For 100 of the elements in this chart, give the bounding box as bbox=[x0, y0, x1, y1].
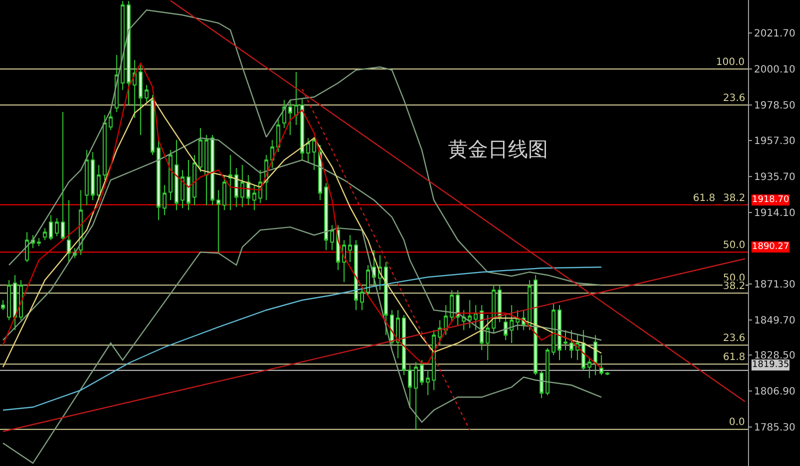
candlestick bbox=[593, 334, 598, 376]
candlestick bbox=[186, 160, 190, 211]
annotation: 23.6 bbox=[723, 333, 746, 344]
annotation: 38.2 bbox=[723, 281, 746, 292]
candlestick bbox=[132, 60, 137, 119]
ref-line-label: 1819.35 bbox=[752, 360, 790, 370]
candlestick bbox=[396, 310, 400, 359]
candlestick bbox=[24, 232, 29, 263]
line-series bbox=[2, 137, 602, 341]
y-tick-label: 1871.30 bbox=[754, 279, 796, 290]
candlestick bbox=[432, 330, 436, 391]
candlestick bbox=[180, 170, 184, 209]
candlestick bbox=[18, 280, 23, 321]
candlestick bbox=[528, 280, 532, 331]
y-tick-label: 1914.10 bbox=[754, 208, 796, 219]
candlestick bbox=[1, 300, 5, 311]
candlestick bbox=[294, 72, 298, 126]
ref-line-label: 1918.70 bbox=[752, 195, 790, 205]
candlestick bbox=[204, 134, 208, 206]
candlestick bbox=[12, 274, 17, 331]
candlestick bbox=[360, 284, 364, 311]
candlestick bbox=[288, 100, 292, 136]
candlestick bbox=[324, 182, 328, 251]
candlestick bbox=[192, 154, 196, 206]
candlestick bbox=[234, 168, 238, 208]
candlestick bbox=[174, 140, 178, 211]
y-tick-label: 1935.70 bbox=[754, 172, 796, 183]
candlestick bbox=[384, 262, 388, 336]
candlestick bbox=[60, 112, 65, 241]
candlestick bbox=[581, 330, 586, 371]
candlestick bbox=[150, 94, 155, 156]
candlestick bbox=[138, 64, 143, 136]
candlestick bbox=[474, 304, 478, 331]
annotation: 61.8 bbox=[693, 193, 716, 204]
candlestick bbox=[402, 314, 406, 376]
line-series bbox=[8, 9, 602, 286]
candlestick bbox=[587, 358, 592, 379]
candlestick bbox=[66, 200, 71, 263]
candlestick bbox=[438, 320, 442, 346]
candlestick bbox=[330, 224, 334, 251]
line-series bbox=[2, 226, 602, 464]
candlestick bbox=[516, 310, 520, 331]
annotation: 38.2 bbox=[723, 193, 746, 204]
candlestick bbox=[126, 0, 131, 106]
candlestick bbox=[564, 330, 568, 351]
candlestick bbox=[354, 240, 358, 311]
text: 黄金日线图 bbox=[448, 137, 548, 162]
candlestick bbox=[468, 300, 472, 329]
candlestick bbox=[444, 304, 448, 336]
candlestick bbox=[599, 354, 604, 376]
annotation: 23.6 bbox=[723, 93, 746, 104]
y-tick-label: 1849.70 bbox=[754, 315, 796, 326]
candlestick bbox=[156, 140, 161, 221]
candlestick bbox=[96, 164, 101, 201]
annotation: 61.8 bbox=[723, 352, 746, 363]
candlestick bbox=[108, 110, 113, 131]
ref-line-label: 1890.27 bbox=[752, 242, 790, 252]
candlestick bbox=[90, 152, 95, 201]
candlestick bbox=[7, 280, 11, 321]
candlestick bbox=[54, 218, 59, 237]
candlestick bbox=[540, 370, 544, 399]
candlestick bbox=[36, 238, 41, 247]
candlestick bbox=[240, 164, 244, 208]
candlestick bbox=[48, 214, 53, 241]
candlestick bbox=[162, 184, 167, 216]
candlestick bbox=[546, 348, 550, 396]
candlestick bbox=[348, 234, 352, 263]
candlestick bbox=[210, 134, 214, 206]
candlestick bbox=[534, 274, 538, 376]
candlestick bbox=[270, 140, 274, 169]
y-tick-label: 2000.10 bbox=[754, 64, 796, 76]
candlestick bbox=[222, 174, 226, 211]
line-series bbox=[2, 266, 602, 411]
candlestick bbox=[168, 150, 173, 201]
candlestick bbox=[504, 314, 508, 341]
annotation: 100.0 bbox=[716, 57, 745, 68]
y-tick-label: 2021.70 bbox=[754, 28, 796, 40]
candlestick bbox=[492, 284, 496, 334]
candlestick bbox=[408, 364, 412, 409]
candlestick bbox=[300, 98, 304, 161]
annotation: 50.0 bbox=[723, 240, 746, 251]
candlestick bbox=[558, 304, 562, 361]
y-tick-label: 1957.30 bbox=[754, 136, 796, 147]
candlestick bbox=[228, 154, 232, 211]
candlestick bbox=[84, 150, 89, 206]
candlestick bbox=[216, 190, 220, 253]
candlestick bbox=[144, 84, 149, 103]
y-tick-label: 1978.50 bbox=[754, 100, 796, 112]
candlestick bbox=[605, 372, 610, 376]
candlestick bbox=[498, 284, 502, 323]
candlestick bbox=[306, 138, 310, 164]
candlestick bbox=[252, 184, 256, 211]
y-tick-label: 1785.30 bbox=[754, 422, 796, 434]
y-tick-label: 1806.90 bbox=[754, 386, 796, 398]
candlestick bbox=[552, 302, 556, 356]
candlestick bbox=[414, 362, 418, 431]
candlestick bbox=[366, 264, 370, 296]
candlestick bbox=[510, 304, 514, 344]
annotation: 0.0 bbox=[729, 417, 745, 428]
candlestick bbox=[570, 330, 574, 359]
